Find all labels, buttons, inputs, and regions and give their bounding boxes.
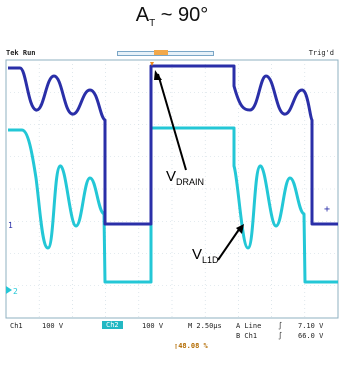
scope-readout: Ch1 100 V Ch2 100 V M 2.50µs A Line ∫ 7.… bbox=[2, 320, 342, 350]
ch2-marker: 2 bbox=[13, 287, 18, 296]
trigger-source: A Line bbox=[236, 322, 262, 330]
ch1-trace bbox=[8, 64, 338, 226]
scope-status-bar: Tek Run Trig'd bbox=[2, 48, 342, 58]
timebase: M 2.50µs bbox=[188, 322, 222, 330]
vdrain-arrowhead-icon bbox=[154, 70, 162, 80]
vl1d-arrow bbox=[217, 227, 241, 261]
waveform-display: 1 2 + bbox=[5, 59, 339, 319]
ch1-label: Ch1 bbox=[10, 322, 23, 330]
trigger-slope-icon: ∫ bbox=[278, 322, 283, 330]
measurement-icon: ∫ bbox=[278, 332, 283, 340]
figure-title: AT ~ 90° bbox=[135, 4, 209, 29]
vl1d-label: VL1D bbox=[192, 246, 219, 266]
vdrain-arrow bbox=[157, 73, 187, 171]
acquisition-status: Tek Run bbox=[6, 49, 36, 57]
record-window-indicator bbox=[154, 50, 168, 55]
vl1d-arrowhead-icon bbox=[236, 224, 244, 234]
ch2-scale: 100 V bbox=[142, 322, 164, 330]
vdrain-label: VDRAIN bbox=[166, 168, 205, 188]
horizontal-position: ▯48.08 % bbox=[174, 342, 208, 350]
ch2-marker-icon bbox=[6, 286, 12, 294]
measurement-source: B Ch1 bbox=[236, 332, 258, 340]
measurement-value: 66.0 V bbox=[298, 332, 324, 340]
ch1-marker: 1 bbox=[8, 221, 13, 230]
trigger-state: Trig'd bbox=[308, 49, 334, 57]
cursor-plus-icon: + bbox=[324, 204, 330, 215]
ch2-label: Ch2 bbox=[102, 321, 123, 329]
ch2-trace bbox=[8, 126, 338, 284]
oscilloscope-screen: 1 2 + bbox=[2, 48, 342, 362]
trigger-position-icon bbox=[150, 62, 154, 66]
trigger-level: 7.10 V bbox=[298, 322, 324, 330]
ch1-scale: 100 V bbox=[42, 322, 64, 330]
